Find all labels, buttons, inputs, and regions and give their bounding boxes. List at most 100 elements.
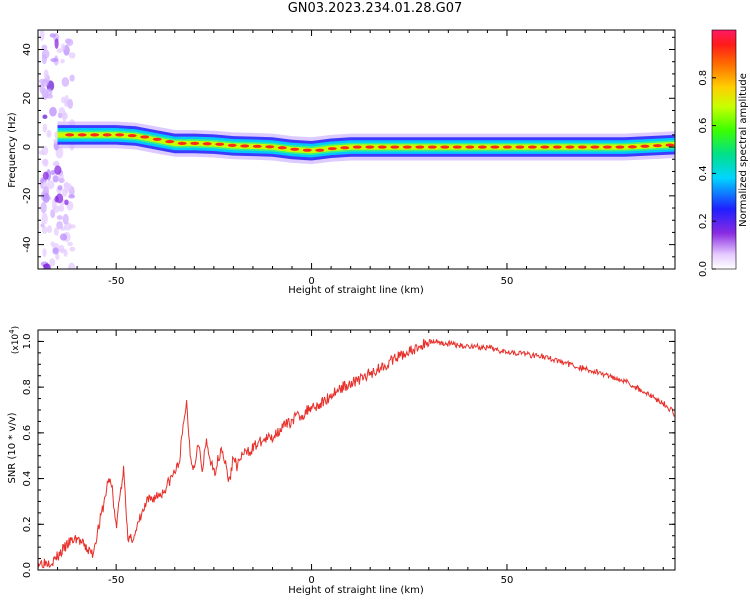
burst-spot [49, 106, 57, 117]
burst-spot [58, 204, 65, 212]
burst-spot [50, 241, 55, 247]
ridge-peak [215, 142, 225, 146]
burst-spot [63, 182, 69, 188]
ridge-peak [77, 133, 87, 137]
burst-spot [54, 165, 62, 175]
burst-spot [68, 224, 76, 229]
burst-spot [41, 225, 48, 235]
ridge-peak [227, 143, 237, 147]
bottom-x-axis: -50 0 50 [37, 330, 664, 586]
burst-spot [53, 160, 60, 167]
burst-spot [61, 77, 70, 87]
bottom-x-tick-label: 0 [308, 575, 314, 586]
svg-text:(x104): (x104) [8, 326, 21, 354]
burst-spot [69, 246, 76, 252]
spectrogram-panel: -50 0 50 -40 -20 0 20 40 Height of straight li… [7, 29, 676, 296]
burst-spot [42, 263, 50, 268]
ridge-peak [190, 141, 200, 146]
burst-spot [42, 248, 47, 258]
ridge-peak [315, 148, 325, 152]
burst-spot [57, 112, 63, 119]
burst-spot [64, 38, 72, 44]
ridge-peak [265, 145, 275, 149]
ridge-peak [440, 145, 450, 149]
colorbar-tick-label: 0.2 [698, 213, 709, 229]
top-x-axis-label: Height of straight line (km) [288, 285, 424, 296]
top-y-axis: -40 -20 0 20 40 [22, 36, 675, 270]
ridge-peak [277, 146, 287, 150]
colorbar-tick-label: 0.6 [698, 118, 709, 134]
burst-spot [54, 38, 59, 49]
ridge-peak [452, 145, 462, 149]
top-y-axis-label: Frequency (Hz) [7, 112, 18, 188]
burst-spot [64, 199, 69, 206]
ridge-peak [502, 145, 512, 149]
colorbar-tick-label: 0.4 [698, 165, 709, 181]
ridge-peak [90, 133, 100, 137]
colorbar-label: Normalized spectral amplitude [738, 73, 749, 227]
burst-spot [56, 48, 63, 53]
ridge-peak [140, 135, 150, 139]
burst-spot [52, 175, 59, 183]
burst-spot [39, 30, 45, 41]
snr-frame [37, 329, 676, 571]
ridge-peak [352, 145, 362, 149]
burst-spot [63, 249, 68, 257]
bottom-y-tick-label: 0.0 [22, 562, 33, 578]
ridge-peak [115, 133, 125, 137]
ridge-peak [640, 144, 650, 148]
bottom-y-axis-label: SNR (10 * v/v) [7, 412, 18, 483]
burst-spot [58, 177, 65, 183]
ridge-peak [515, 145, 525, 149]
burst-spot [67, 241, 73, 247]
page-title: GN03.2023.234.01.28.G07 [287, 1, 463, 16]
bottom-y-tick-label: 0.8 [22, 379, 33, 395]
bottom-y-tick-label: 0.4 [22, 471, 33, 487]
colorbar-ticks: 0.0 0.2 0.4 0.6 0.8 [698, 70, 716, 277]
burst-spot [41, 79, 49, 87]
colorbar-tick-label: 0.0 [698, 261, 709, 277]
burst-spot [67, 98, 73, 110]
burst-spot [41, 145, 49, 156]
burst-spot [59, 233, 68, 241]
ridge-peak [390, 145, 400, 149]
bottom-x-tick-label: 50 [501, 575, 514, 586]
top-y-tick-label: 20 [22, 92, 33, 105]
bottom-y-axis: 0.0 0.2 0.4 0.6 0.8 1.0 [22, 333, 675, 578]
top-x-tick-label: 50 [501, 276, 514, 287]
burst-spot [61, 43, 66, 51]
ridge-peak [627, 145, 637, 149]
ridge-peak [302, 148, 312, 152]
burst-spot [46, 129, 52, 138]
spectrogram-frame [37, 29, 676, 270]
burst-spot [64, 99, 69, 108]
burst-spot [62, 213, 69, 225]
ridge-peak [177, 141, 187, 146]
ridge-peak [102, 133, 112, 137]
top-x-tick-label: 0 [308, 276, 314, 287]
colorbar-gradient [711, 29, 737, 270]
burst-spot [52, 247, 59, 255]
burst-spot [67, 262, 76, 269]
ridge-peak [327, 147, 337, 151]
bottom-x-axis-label: Height of straight line (km) [288, 585, 424, 596]
snr-series-line [38, 338, 675, 569]
burst-spot [43, 69, 49, 79]
burst-spot [41, 159, 48, 166]
top-y-tick-label: -40 [22, 236, 33, 252]
bottom-y-tick-label: 0.2 [22, 516, 33, 532]
ridge-peak [152, 137, 162, 141]
burst-spot [42, 114, 48, 120]
ridge-peak [490, 145, 500, 149]
top-y-tick-label: -20 [22, 188, 33, 204]
ridge-peak [340, 146, 350, 150]
ridge-peak [290, 147, 300, 151]
burst-spot [49, 33, 56, 38]
ridge-peak [65, 133, 75, 137]
snr-panel: -50 0 50 0.0 0.2 0.4 0.6 0.8 1.0 Height of stra… [7, 326, 676, 596]
burst-spot [54, 195, 59, 203]
burst-spot [41, 88, 49, 101]
burst-spot [58, 244, 65, 253]
ridge-peak [527, 145, 537, 149]
